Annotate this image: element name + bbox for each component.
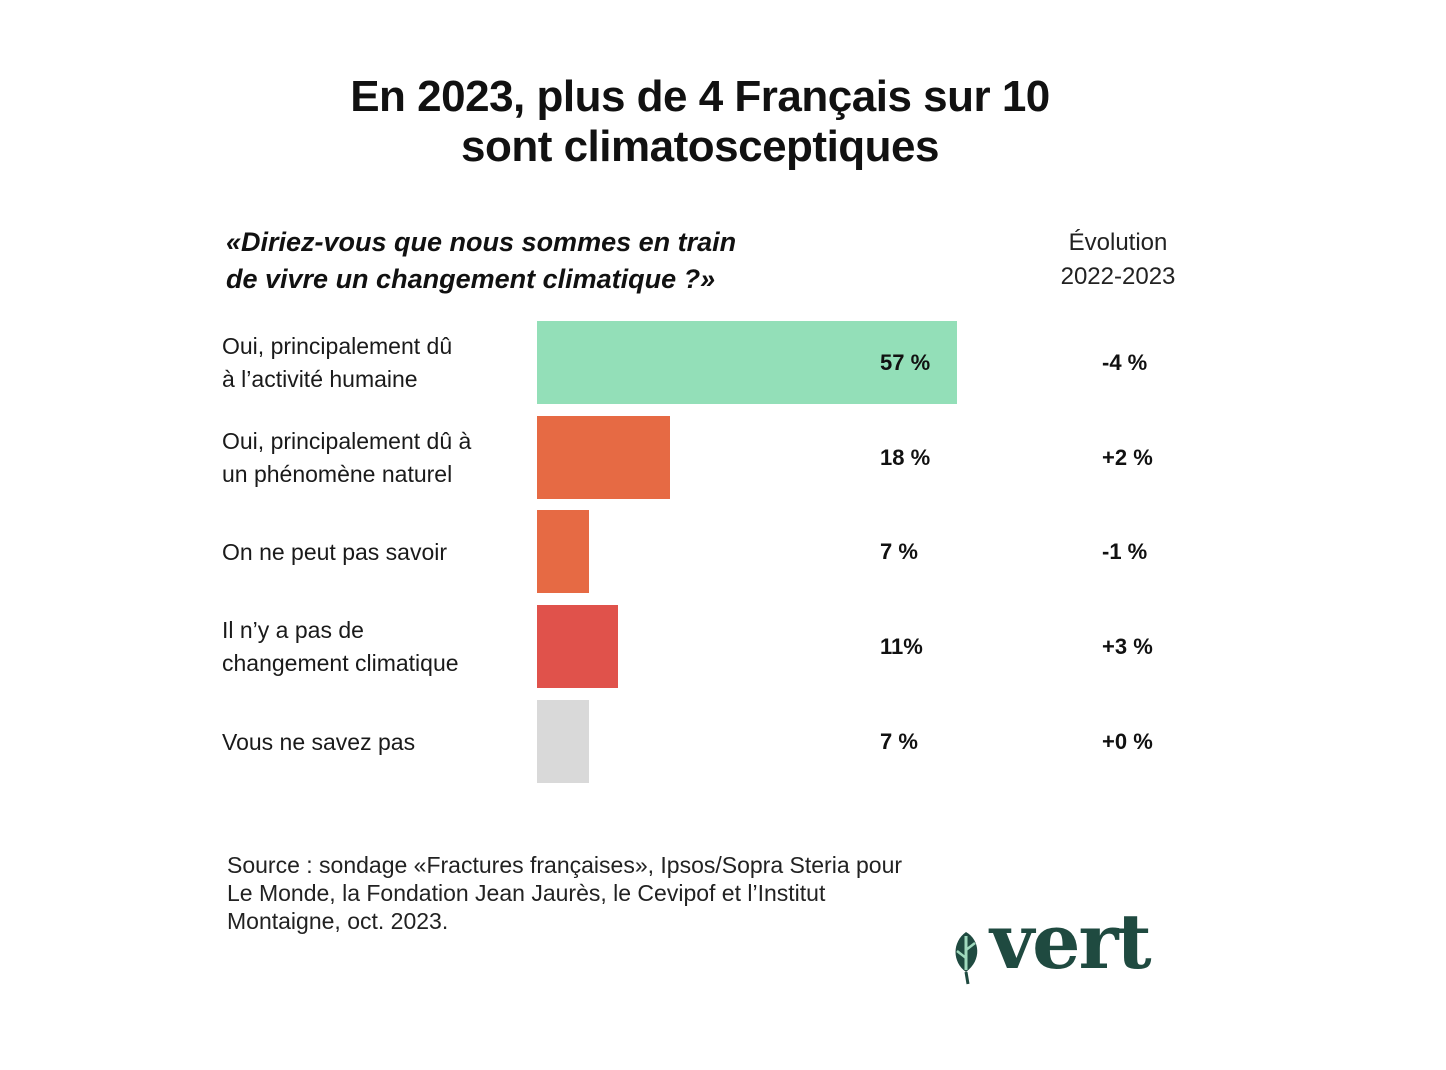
- evolution-value: +2 %: [1102, 445, 1153, 470]
- logo-text: vert: [990, 897, 1152, 986]
- value-label: 7 %: [880, 729, 918, 754]
- chart-row: Il n’y a pas de changement climatique 11…: [0, 605, 1446, 689]
- source-note: Source : sondage «Fractures françaises»,…: [227, 851, 1007, 935]
- chart-title-line-2: sont climatosceptiques: [460, 122, 940, 171]
- category-label-line: Vous ne savez pas: [222, 728, 416, 755]
- category-label-line: changement climatique: [222, 650, 459, 676]
- vert-logo: vert: [946, 902, 1196, 990]
- value-label: 18 %: [880, 445, 931, 470]
- evolution-value: -4 %: [1102, 350, 1148, 375]
- bar: [537, 605, 618, 688]
- chart-title: En 2023, plus de 4 Français sur 10 sont …: [0, 72, 1400, 172]
- category-label-line: un phénomène naturel: [222, 461, 453, 487]
- survey-question-line-2: de vivre un changement climatique ?»: [226, 264, 716, 294]
- category-label: Il n’y a pas de changement climatique: [222, 605, 527, 689]
- source-note-line-1: Source : sondage «Fractures françaises»,…: [227, 852, 903, 878]
- chart-row: On ne peut pas savoir 7 % -1 %: [0, 510, 1446, 594]
- chart-title-line-1: En 2023, plus de 4 Français sur 10: [350, 72, 1050, 121]
- evolution-value: +0 %: [1102, 729, 1153, 754]
- category-label-line: Oui, principalement dû à: [222, 428, 472, 454]
- category-label: On ne peut pas savoir: [222, 510, 527, 594]
- source-note-line-3: Montaigne, oct. 2023.: [227, 908, 449, 934]
- chart-row: Oui, principalement dû à l’activité huma…: [0, 321, 1446, 405]
- category-label-line: Il n’y a pas de: [222, 617, 364, 643]
- survey-question: «Diriez-vous que nous sommes en train de…: [226, 224, 846, 298]
- category-label-line: à l’activité humaine: [222, 366, 418, 392]
- evolution-value: -1 %: [1102, 539, 1148, 564]
- bar: [537, 700, 589, 783]
- value-label: 11%: [880, 634, 923, 659]
- leaf-icon: [955, 932, 978, 985]
- evolution-header-line-1: Évolution: [1068, 229, 1168, 256]
- chart-row: Vous ne savez pas 7 % +0 %: [0, 700, 1446, 784]
- evolution-header: Évolution 2022-2023: [1040, 226, 1196, 294]
- category-label: Vous ne savez pas: [222, 700, 527, 784]
- category-label: Oui, principalement dû à un phénomène na…: [222, 416, 527, 500]
- bar: [537, 321, 957, 404]
- category-label-line: On ne peut pas savoir: [222, 538, 448, 565]
- evolution-value: +3 %: [1102, 634, 1153, 659]
- source-note-line-2: Le Monde, la Fondation Jean Jaurès, le C…: [227, 880, 826, 906]
- bar: [537, 416, 670, 499]
- category-label: Oui, principalement dû à l’activité huma…: [222, 321, 527, 405]
- value-label: 7 %: [880, 539, 918, 564]
- category-label-line: Oui, principalement dû: [222, 333, 453, 359]
- bar: [537, 510, 589, 593]
- survey-question-line-1: «Diriez-vous que nous sommes en train: [226, 227, 737, 257]
- evolution-header-line-2: 2022-2023: [1060, 263, 1176, 290]
- value-label: 57 %: [880, 350, 931, 375]
- chart-row: Oui, principalement dû à un phénomène na…: [0, 416, 1446, 500]
